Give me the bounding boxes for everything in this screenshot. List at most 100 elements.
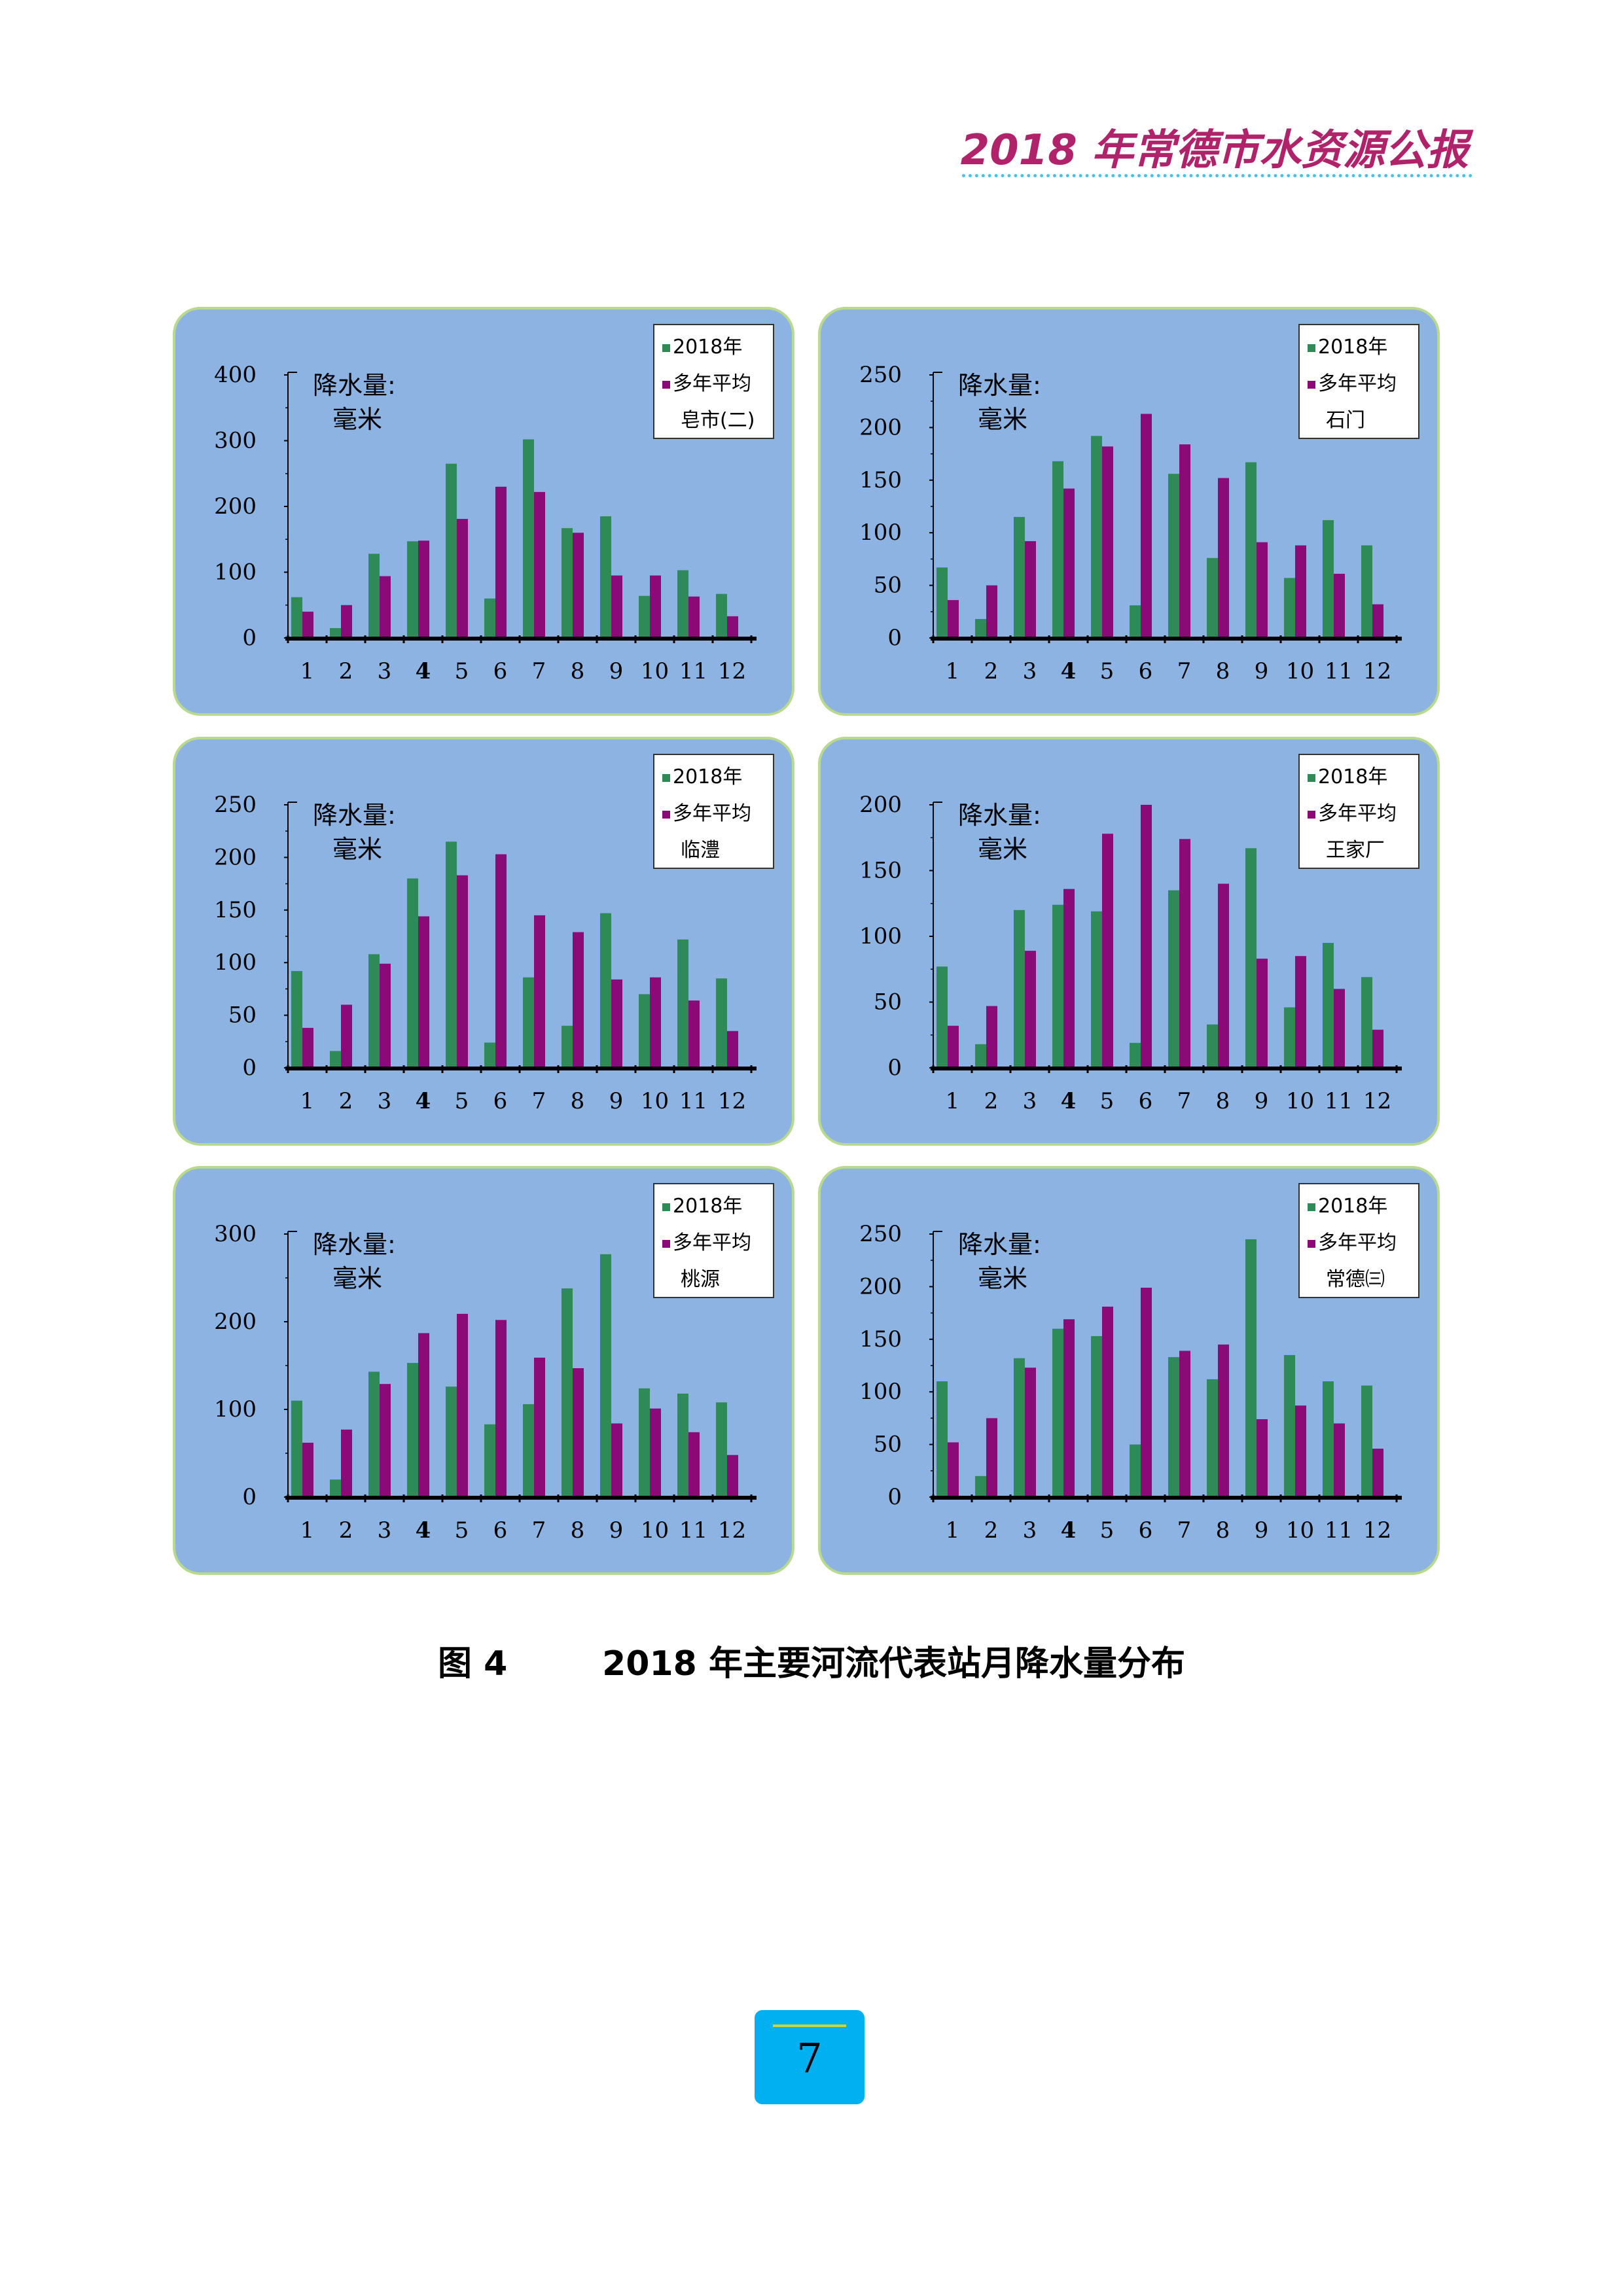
bar-2018 (484, 1424, 495, 1497)
bar-2018 (1130, 1444, 1141, 1497)
y-tick-label: 250 (859, 1221, 902, 1247)
bar-2018 (330, 1051, 341, 1068)
y-axis-title-line1: 降水量: (313, 1230, 396, 1259)
x-tick-label: 6 (493, 1088, 508, 1114)
bar-average (457, 519, 468, 638)
x-tick-label: 11 (1325, 658, 1353, 684)
y-tick-label: 200 (859, 414, 902, 440)
bar-average (1063, 1319, 1075, 1497)
y-tick-label: 250 (859, 362, 902, 388)
x-tick-label: 10 (1286, 658, 1314, 684)
x-tick-label: 11 (679, 1088, 707, 1114)
chart-panel: 0 100 200 300 1 2 3 4 5 6 7 8 9 10 11 12 降水量: 毫米 2018年 多年平均… (173, 1166, 794, 1575)
x-tick-label: 12 (1363, 1088, 1391, 1114)
bar-2018 (677, 570, 688, 638)
bar-average (1334, 573, 1345, 638)
x-tick-label: 8 (571, 1088, 585, 1114)
bar-average (380, 576, 391, 638)
y-tick-label: 50 (228, 1002, 257, 1029)
x-tick-label: 4 (416, 1517, 431, 1544)
bar-average (341, 1004, 352, 1068)
y-tick-label: 200 (859, 792, 902, 818)
bar-average (573, 1368, 584, 1497)
legend-swatch (662, 344, 670, 352)
x-tick-label: 5 (1100, 1088, 1115, 1114)
bar-average (1063, 488, 1075, 638)
bar-2018 (1284, 1354, 1295, 1497)
x-tick-label: 9 (609, 1517, 624, 1544)
bar-2018 (1130, 1042, 1141, 1068)
bar-2018 (1245, 1239, 1257, 1497)
y-axis-title-line1: 降水量: (958, 1230, 1041, 1259)
bar-2018 (600, 913, 611, 1068)
report-header-title: 2018 年常德市水资源公报 (960, 126, 1469, 175)
legend-item-average: 多年平均 (1308, 367, 1397, 396)
y-axis-title: 降水量: 毫米 (958, 1227, 1082, 1296)
legend-label: 2018年 (673, 336, 743, 359)
bar-2018 (1052, 1328, 1063, 1497)
bar-average (1179, 1351, 1190, 1497)
chart-panel: 0 50 100 150 200 250 1 2 3 4 5 6 7 8 9 10 11 12 降水量: 毫米 2018… (818, 1166, 1440, 1575)
bar-average (948, 1025, 959, 1068)
bar-average (948, 600, 959, 638)
bar-average (1025, 541, 1036, 638)
bar-average (573, 932, 584, 1068)
chart-legend: 2018年 多年平均 临澧 (653, 754, 774, 869)
y-tick-label: 150 (859, 467, 902, 493)
bar-average (1025, 1368, 1036, 1497)
x-tick-label: 3 (378, 1088, 392, 1114)
bar-2018 (716, 1402, 727, 1497)
bar-average (457, 1313, 468, 1497)
chart-panel: 0 50 100 150 200 250 1 2 3 4 5 6 7 8 9 10 11 12 降水量: 毫米 2018… (818, 307, 1440, 716)
bar-2018 (368, 554, 380, 638)
bar-average (688, 1432, 700, 1497)
bar-2018 (407, 541, 418, 638)
legend-item-2018: 2018年 (1308, 760, 1387, 789)
x-tick-label: 9 (1255, 658, 1269, 684)
x-tick-label: 9 (609, 658, 624, 684)
x-tick-label: 4 (1061, 658, 1077, 684)
bar-average (727, 1031, 738, 1068)
legend-station-name: 皂市(二) (681, 404, 755, 433)
x-tick-label: 5 (455, 1517, 469, 1544)
bar-average (418, 916, 429, 1068)
bar-2018 (1168, 1357, 1179, 1497)
bar-2018 (1014, 517, 1025, 638)
bar-2018 (1091, 436, 1102, 638)
x-tick-label: 9 (609, 1088, 624, 1114)
bar-average (1141, 1288, 1152, 1497)
x-tick-label: 1 (946, 1088, 960, 1114)
x-tick-label: 11 (1325, 1517, 1353, 1544)
x-tick-label: 6 (493, 1517, 508, 1544)
chart-panel: 0 100 200 300 400 1 2 3 4 5 6 7 8 9 10 11 12 降水量: 毫米 2018年多… (173, 307, 794, 716)
bar-average (341, 1429, 352, 1497)
legend-label: 多年平均 (673, 372, 751, 395)
bar-2018 (1052, 461, 1063, 638)
chart-legend: 2018年多年平均皂市(二) (653, 324, 774, 439)
y-tick-label: 200 (214, 1309, 257, 1335)
y-axis-title-line1: 降水量: (313, 801, 396, 830)
legend-item-2018: 2018年 (1308, 330, 1387, 359)
x-tick-label: 3 (1023, 1088, 1037, 1114)
y-tick-label: 0 (242, 1055, 257, 1081)
legend-label: 2018年 (673, 1195, 743, 1218)
y-tick-label: 50 (874, 573, 902, 599)
bar-average (986, 585, 997, 638)
x-tick-label: 1 (300, 1088, 315, 1114)
x-tick-label: 10 (641, 1517, 669, 1544)
bar-2018 (1130, 605, 1141, 638)
y-axis-title-line2: 毫米 (978, 405, 1028, 434)
legend-item-average: 多年平均 (662, 367, 751, 396)
legend-item-average: 多年平均 (1308, 797, 1397, 826)
x-tick-label: 12 (718, 658, 746, 684)
bar-average (1063, 889, 1075, 1068)
bar-average (495, 1320, 507, 1497)
x-tick-label: 6 (1139, 1517, 1153, 1544)
x-tick-label: 3 (1023, 658, 1037, 684)
y-tick-label: 0 (242, 625, 257, 651)
bar-average (457, 875, 468, 1068)
bar-2018 (716, 978, 727, 1068)
y-tick-label: 50 (874, 989, 902, 1016)
x-tick-label: 5 (455, 1088, 469, 1114)
